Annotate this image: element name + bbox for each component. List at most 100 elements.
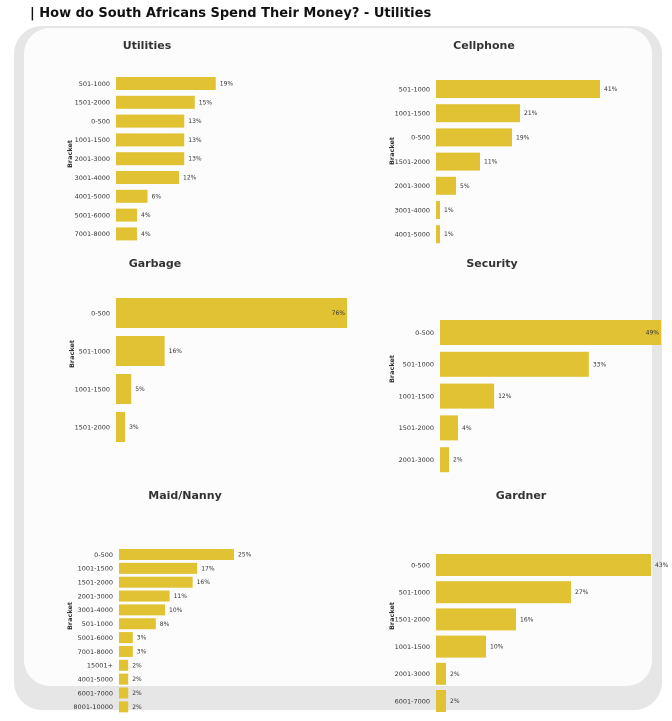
data-label: 17%	[201, 565, 215, 572]
bar	[119, 576, 193, 588]
bar	[436, 225, 440, 244]
category-label: 6001-7000	[78, 689, 113, 697]
category-label: 501-1000	[79, 347, 110, 355]
bar	[116, 114, 185, 128]
data-label: 10%	[490, 644, 504, 651]
data-label: 19%	[516, 134, 530, 141]
security-chart-title: Security	[466, 257, 517, 270]
garbage-axis-title: Bracket	[68, 340, 76, 368]
category-label: 3001-4000	[395, 206, 430, 214]
data-label: 2%	[132, 690, 142, 697]
bar	[440, 320, 661, 345]
bar	[116, 298, 347, 328]
category-label: 501-1000	[79, 80, 110, 88]
bar	[119, 701, 129, 713]
bar	[119, 562, 198, 574]
category-label: 7001-8000	[75, 230, 110, 238]
category-label: 0-500	[91, 309, 110, 317]
category-label: 8001-10000	[73, 703, 113, 711]
data-label: 2%	[132, 662, 142, 669]
bar	[116, 152, 185, 166]
page-title: | How do South Africans Spend Their Mone…	[30, 6, 432, 21]
data-label: 13%	[188, 118, 202, 125]
bar	[436, 581, 571, 604]
maid-chart-title: Maid/Nanny	[148, 489, 222, 502]
bar	[116, 171, 179, 184]
gardner-chart: Gardner Bracket 0-500 43% 501-1000 27% 1501-20…	[388, 489, 669, 712]
bar	[116, 227, 137, 241]
data-label: 15%	[199, 99, 213, 106]
data-label: 5%	[460, 183, 470, 190]
category-label: 1501-2000	[395, 158, 430, 166]
category-label: 5001-6000	[78, 634, 113, 642]
category-label: 501-1000	[399, 589, 430, 597]
bar	[116, 208, 137, 222]
bar	[119, 618, 156, 630]
data-label: 6%	[152, 193, 162, 200]
utilities-axis-title: Bracket	[66, 140, 74, 168]
data-label: 3%	[129, 424, 139, 431]
category-label: 1501-2000	[75, 423, 110, 431]
data-label: 4%	[141, 231, 151, 238]
bar	[436, 152, 480, 171]
category-label: 1001-1500	[399, 392, 434, 400]
data-label: 2%	[450, 698, 460, 705]
category-label: 2001-3000	[399, 456, 434, 464]
data-label: 2%	[132, 704, 142, 711]
bar	[436, 554, 651, 576]
category-label: 1001-1500	[75, 385, 110, 393]
bar	[436, 690, 446, 712]
category-label: 1501-2000	[78, 579, 113, 587]
data-label: 4%	[462, 425, 472, 432]
data-label: 25%	[238, 552, 252, 559]
data-label: 43%	[655, 562, 669, 569]
bar	[440, 351, 589, 377]
data-label: 3%	[137, 648, 147, 655]
data-label: 12%	[498, 393, 512, 400]
data-label: 5%	[135, 386, 145, 393]
category-label: 1001-1500	[395, 643, 430, 651]
bar	[119, 632, 133, 644]
bar	[116, 189, 148, 203]
data-label: 2%	[132, 676, 142, 683]
data-label: 49%	[646, 330, 660, 337]
gardner-chart-title: Gardner	[496, 489, 547, 502]
category-label: 1501-2000	[75, 99, 110, 107]
utilities-chart-title: Utilities	[123, 39, 172, 52]
category-label: 2001-3000	[75, 155, 110, 163]
bar	[436, 176, 456, 195]
bar	[436, 80, 600, 98]
maid-nanny-chart: Maid/Nanny Bracket 0-500 25% 1001-1500 17% 150…	[66, 489, 252, 713]
bar	[440, 383, 495, 409]
bar	[440, 415, 459, 441]
cellphone-chart-title: Cellphone	[453, 39, 515, 52]
data-label: 16%	[169, 348, 183, 355]
category-label: 2001-3000	[78, 592, 113, 600]
bar	[436, 635, 486, 658]
garbage-chart: Garbage Bracket 0-500 76% 501-1000 16% 1001-15…	[68, 257, 347, 442]
bar	[119, 687, 129, 699]
data-label: 12%	[183, 175, 197, 182]
data-label: 76%	[332, 310, 346, 317]
category-label: 0-500	[91, 117, 110, 125]
category-label: 1001-1500	[395, 110, 430, 118]
category-label: 2001-3000	[395, 670, 430, 678]
bar	[116, 412, 126, 442]
category-label: 7001-8000	[78, 648, 113, 656]
category-label: 1501-2000	[395, 616, 430, 624]
data-label: 2%	[450, 671, 460, 678]
category-label: 501-1000	[399, 85, 430, 93]
data-label: 21%	[524, 110, 538, 117]
dashboard-panel: Utilities Bracket 501-1000 19% 1501-2000 15% 0…	[14, 26, 669, 713]
category-label: 3001-4000	[75, 174, 110, 182]
bar	[116, 336, 165, 366]
category-label: 0-500	[415, 329, 434, 337]
category-label: 501-1000	[403, 361, 434, 369]
data-label: 13%	[188, 137, 202, 144]
bar	[119, 673, 129, 685]
data-label: 11%	[174, 593, 188, 600]
bar	[116, 374, 132, 404]
bar	[119, 645, 133, 657]
category-label: 0-500	[411, 561, 430, 569]
category-label: 2001-3000	[395, 182, 430, 190]
